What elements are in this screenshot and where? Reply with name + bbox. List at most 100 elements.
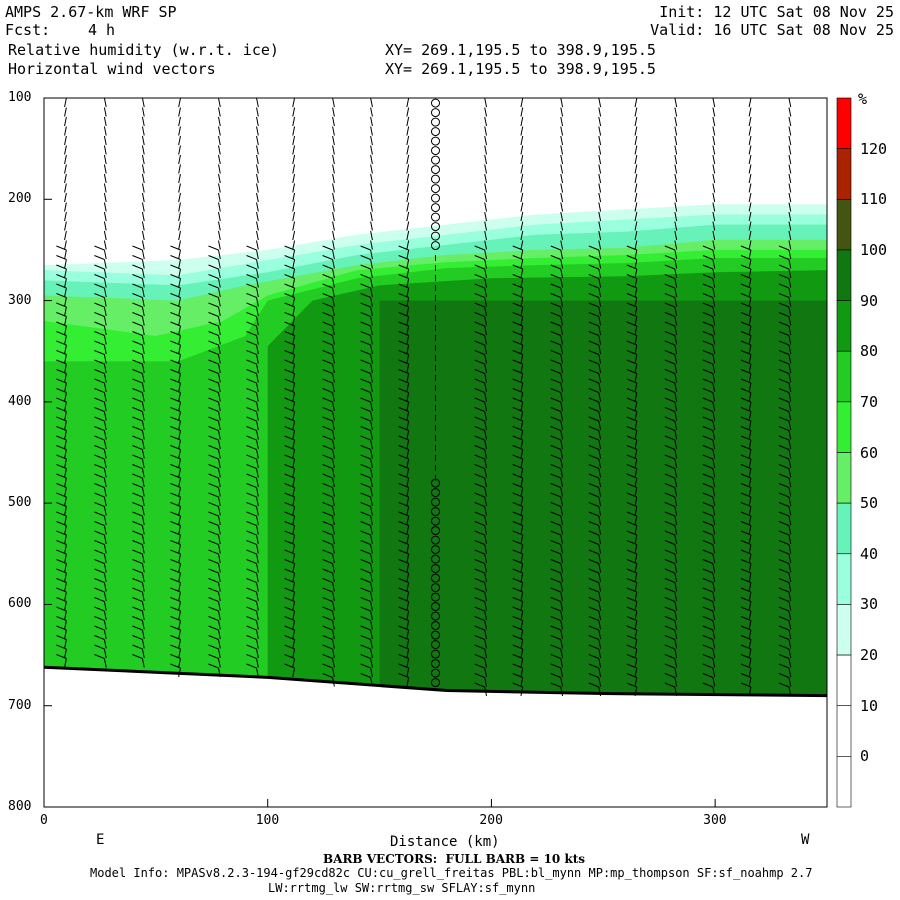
barb-shaft [520, 582, 524, 592]
barb-shaft [520, 382, 524, 393]
barb-flag [702, 616, 714, 621]
barb-flag [550, 473, 561, 479]
barb-flag [208, 302, 219, 308]
barb-flag [740, 530, 752, 536]
barb-shaft [788, 145, 792, 155]
barb-flag [398, 492, 409, 498]
barb-shaft [674, 354, 678, 364]
barb-shaft [674, 572, 678, 583]
barb-shaft [788, 240, 792, 250]
barb-flag [626, 559, 638, 564]
barb-flag [208, 644, 219, 650]
barb-shaft [370, 411, 373, 421]
barb-shaft [484, 97, 488, 108]
barb-flag [246, 302, 257, 308]
barb-flag [398, 445, 409, 450]
barb-shaft [178, 411, 181, 421]
barb-shaft [292, 610, 296, 621]
barb-shaft [634, 534, 638, 545]
barb-shaft [256, 211, 259, 222]
barb-flag [360, 359, 371, 365]
calm-wind-marker [431, 554, 440, 564]
barb-flag [170, 445, 181, 450]
barb-flag [322, 359, 333, 365]
barb-shaft [64, 525, 67, 535]
barb-shaft [141, 401, 145, 412]
barb-shaft [748, 221, 752, 231]
barb-flag [512, 454, 523, 460]
barb-shaft [256, 439, 259, 450]
barb-flag [94, 426, 105, 431]
barb-shaft [178, 629, 181, 640]
barb-shaft [256, 572, 259, 583]
barb-flag [132, 654, 143, 659]
barb-flag [664, 616, 676, 621]
calm-wind-marker [431, 545, 440, 555]
barb-shaft [674, 496, 678, 507]
barb-shaft [634, 591, 638, 602]
barb-shaft [103, 297, 107, 307]
barb-shaft [520, 411, 524, 421]
barb-flag [284, 283, 295, 289]
barb-shaft [634, 278, 638, 288]
barb-flag [664, 397, 676, 403]
barb-shaft [520, 506, 524, 516]
barb-shaft [520, 468, 524, 478]
barb-shaft [674, 173, 678, 184]
barb-flag [56, 264, 67, 270]
barb-flag [626, 274, 638, 279]
barb-shaft [674, 116, 678, 127]
barb-shaft [560, 477, 564, 488]
barb-shaft [788, 344, 792, 355]
barb-shaft [178, 544, 181, 554]
barb-flag [246, 264, 257, 270]
barb-shaft [560, 677, 564, 687]
barb-flag [588, 682, 599, 688]
barb-flag [664, 293, 676, 298]
barb-shaft [141, 297, 145, 307]
barb-column [702, 97, 716, 697]
section-endpoints-2: XY= 269.1,195.5 to 398.9,195.5 [385, 60, 656, 78]
barb-shaft [370, 525, 373, 535]
barb-shaft [256, 221, 259, 231]
barb-shaft [560, 667, 564, 678]
barb-shaft [520, 354, 524, 364]
barb-flag [132, 416, 143, 422]
barb-shaft [370, 658, 373, 668]
barb-shaft [103, 116, 107, 127]
barb-shaft [406, 487, 410, 497]
barb-flag [778, 606, 790, 612]
barb-shaft [484, 439, 488, 450]
barb-flag [778, 587, 790, 593]
barb-flag [588, 502, 599, 507]
barb-shaft [520, 211, 524, 222]
barb-flag [588, 312, 599, 317]
barb-shaft [712, 325, 716, 336]
barb-column [56, 97, 67, 668]
barb-shaft [560, 145, 564, 155]
barb-flag [398, 302, 409, 308]
barb-flag [170, 274, 181, 279]
barb-shaft [634, 686, 638, 697]
barb-flag [550, 540, 561, 545]
barb-shaft [141, 306, 145, 317]
barb-shaft [788, 335, 792, 345]
barb-flag [322, 464, 333, 469]
barb-shaft [256, 278, 259, 288]
barb-shaft [406, 230, 410, 241]
barb-shaft [256, 667, 259, 678]
barb-flag [512, 407, 523, 412]
barb-shaft [103, 449, 107, 459]
barb-shaft [598, 240, 602, 250]
barb-shaft [292, 658, 296, 668]
barb-flag [512, 483, 523, 488]
barb-flag [56, 359, 67, 365]
barb-flag [588, 245, 599, 251]
barb-shaft [256, 420, 259, 431]
barb-flag [94, 549, 105, 555]
barb-flag [132, 321, 143, 327]
barb-shaft [560, 686, 564, 697]
barb-flag [588, 454, 599, 460]
barb-shaft [674, 563, 678, 573]
barb-flag [284, 416, 295, 422]
